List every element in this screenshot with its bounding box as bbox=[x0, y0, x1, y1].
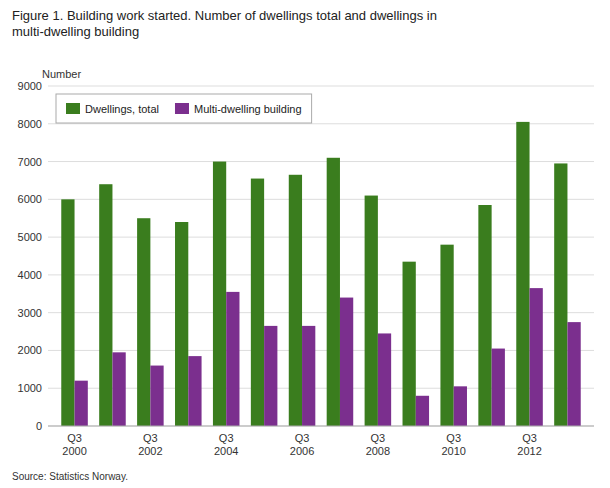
bar bbox=[61, 199, 74, 426]
grid-line bbox=[48, 199, 594, 200]
bar bbox=[112, 352, 125, 426]
grid-line bbox=[48, 237, 594, 238]
x-tick-label: Q32010 bbox=[441, 432, 465, 457]
y-tick-label: 7000 bbox=[18, 156, 42, 168]
bar bbox=[213, 162, 226, 426]
grid-line bbox=[48, 388, 594, 389]
grid-line bbox=[48, 312, 594, 313]
bar bbox=[264, 326, 277, 426]
grid-line bbox=[48, 161, 594, 162]
y-tick-label: 4000 bbox=[18, 269, 42, 281]
bar bbox=[137, 218, 150, 426]
y-tick-label: 9000 bbox=[18, 80, 42, 92]
bar bbox=[99, 184, 112, 426]
bar bbox=[530, 288, 543, 426]
y-tick-label: 6000 bbox=[18, 193, 42, 205]
bar bbox=[516, 122, 529, 426]
bar bbox=[365, 196, 378, 426]
bar bbox=[340, 298, 353, 426]
y-axis-label: Number bbox=[42, 68, 81, 80]
bar bbox=[454, 386, 467, 426]
x-tick-label: Q32004 bbox=[214, 432, 238, 457]
legend-swatch bbox=[66, 103, 80, 114]
y-tick-label: 5000 bbox=[18, 231, 42, 243]
grid-line bbox=[48, 86, 594, 87]
legend: Dwellings, total Multi-dwelling building bbox=[56, 94, 312, 123]
bar bbox=[327, 158, 340, 426]
grid-line bbox=[48, 350, 594, 351]
y-tick-label: 0 bbox=[36, 420, 42, 432]
x-tick-label: Q32000 bbox=[62, 432, 86, 457]
x-tick-label: Q32002 bbox=[138, 432, 162, 457]
legend-swatch bbox=[175, 103, 189, 114]
bar bbox=[251, 179, 264, 426]
x-tick-label: Q32012 bbox=[517, 432, 541, 457]
x-tick-label: Q32008 bbox=[366, 432, 390, 457]
y-tick-label: 2000 bbox=[18, 344, 42, 356]
bar bbox=[403, 262, 416, 426]
legend-label: Multi-dwelling building bbox=[194, 103, 302, 115]
grid-line bbox=[48, 426, 594, 427]
bar bbox=[567, 322, 580, 426]
bar bbox=[478, 205, 491, 426]
y-tick-label: 8000 bbox=[18, 118, 42, 130]
x-tick-label: Q32006 bbox=[290, 432, 314, 457]
bar bbox=[416, 396, 429, 426]
y-tick-label: 1000 bbox=[18, 382, 42, 394]
bar bbox=[289, 175, 302, 426]
bar bbox=[75, 381, 88, 426]
bar bbox=[378, 333, 391, 426]
bar bbox=[492, 349, 505, 426]
x-axis-line bbox=[48, 426, 594, 427]
legend-frame bbox=[56, 94, 312, 123]
legend-label: Dwellings, total bbox=[85, 103, 159, 115]
source: Source: Statistics Norway. bbox=[12, 471, 128, 482]
bar bbox=[150, 366, 163, 426]
y-tick-label: 3000 bbox=[18, 307, 42, 319]
title: Figure 1. Building work started. Number … bbox=[12, 8, 437, 39]
bar bbox=[188, 356, 201, 426]
bar bbox=[440, 245, 453, 426]
bars bbox=[61, 122, 580, 426]
bar bbox=[175, 222, 188, 426]
bar bbox=[226, 292, 239, 426]
chart: Figure 1. Building work started. Number … bbox=[0, 0, 610, 488]
bar bbox=[302, 326, 315, 426]
grid-line bbox=[48, 274, 594, 275]
bar bbox=[554, 163, 567, 426]
